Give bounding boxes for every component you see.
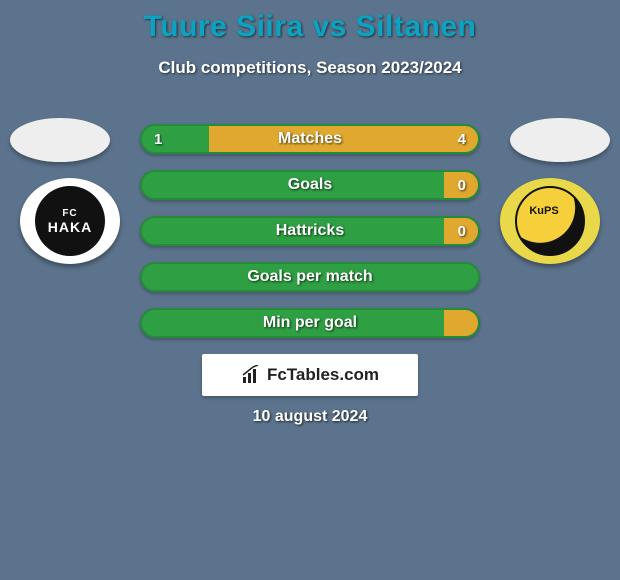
brand-text: FcTables.com [267, 365, 379, 385]
brand-chart-icon [241, 365, 261, 385]
date-line: 10 august 2024 [0, 408, 620, 426]
page-title: Tuure Siira vs Siltanen [0, 0, 620, 44]
stat-label: Matches [142, 126, 478, 152]
club-badge-left: FC HAKA [20, 178, 120, 264]
stat-value-right: 0 [458, 218, 466, 244]
stat-value-right: 4 [458, 126, 466, 152]
player-avatar-right [510, 118, 610, 162]
crest-haka-text: HAKA [48, 219, 92, 235]
crest-haka-icon: FC HAKA [35, 186, 105, 256]
stat-label: Hattricks [142, 218, 478, 244]
club-badge-right: KuPS [500, 178, 600, 264]
crest-haka-fc: FC [62, 208, 77, 219]
player-avatar-left [10, 118, 110, 162]
stat-row: Min per goal [140, 308, 480, 338]
stat-label: Goals [142, 172, 478, 198]
crest-kups-icon: KuPS [515, 186, 585, 256]
comparison-card: Tuure Siira vs Siltanen Club competition… [0, 0, 620, 580]
stat-label: Min per goal [142, 310, 478, 336]
stat-bars: Matches14Goals0Hattricks0Goals per match… [140, 124, 480, 354]
stat-row: Goals per match [140, 262, 480, 292]
brand-box[interactable]: FcTables.com [202, 354, 418, 396]
stat-value-right: 0 [458, 172, 466, 198]
stat-row: Matches1 4 [140, 124, 480, 154]
stat-row: Goals0 [140, 170, 480, 200]
stat-label: Goals per match [142, 264, 478, 290]
subtitle: Club competitions, Season 2023/2024 [0, 58, 620, 78]
stat-row: Hattricks0 [140, 216, 480, 246]
stat-value-left: 1 [154, 126, 162, 152]
crest-kups-text: KuPS [529, 205, 558, 217]
